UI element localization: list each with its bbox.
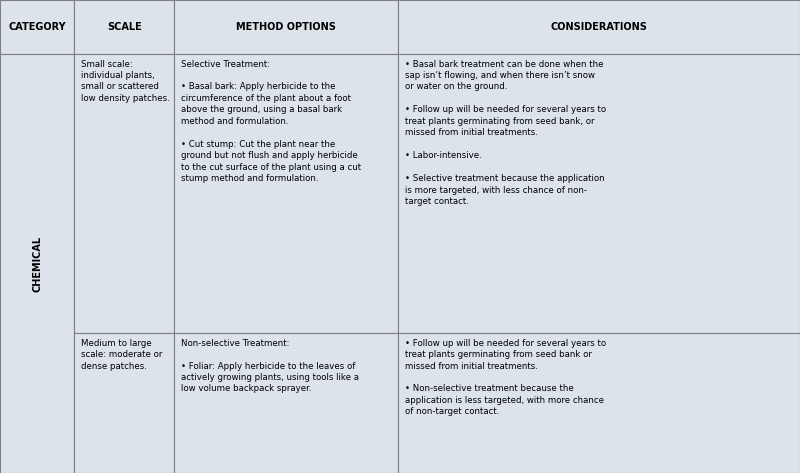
Text: Non-selective Treatment:

• Foliar: Apply herbicide to the leaves of
actively gr: Non-selective Treatment: • Foliar: Apply… xyxy=(181,339,358,394)
Bar xyxy=(174,333,398,473)
Bar xyxy=(0,54,74,473)
Bar xyxy=(174,0,398,54)
Text: SCALE: SCALE xyxy=(107,22,142,32)
Text: • Follow up will be needed for several years to
treat plants germinating from se: • Follow up will be needed for several y… xyxy=(405,339,606,416)
Text: Medium to large
scale: moderate or
dense patches.: Medium to large scale: moderate or dense… xyxy=(81,339,162,370)
Text: CONSIDERATIONS: CONSIDERATIONS xyxy=(550,22,648,32)
Bar xyxy=(74,333,174,473)
Bar xyxy=(398,0,800,54)
Bar xyxy=(398,54,800,333)
Text: Selective Treatment:

• Basal bark: Apply herbicide to the
circumference of the : Selective Treatment: • Basal bark: Apply… xyxy=(181,60,361,183)
Text: • Basal bark treatment can be done when the
sap isn’t flowing, and when there is: • Basal bark treatment can be done when … xyxy=(405,60,606,206)
Text: Small scale:
individual plants,
small or scattered
low density patches.: Small scale: individual plants, small or… xyxy=(81,60,170,103)
Text: CHEMICAL: CHEMICAL xyxy=(32,236,42,291)
Bar xyxy=(0,0,74,54)
Text: METHOD OPTIONS: METHOD OPTIONS xyxy=(237,22,336,32)
Bar xyxy=(398,333,800,473)
Bar xyxy=(74,54,174,333)
Bar xyxy=(74,0,174,54)
Text: CATEGORY: CATEGORY xyxy=(8,22,66,32)
Bar xyxy=(174,54,398,333)
